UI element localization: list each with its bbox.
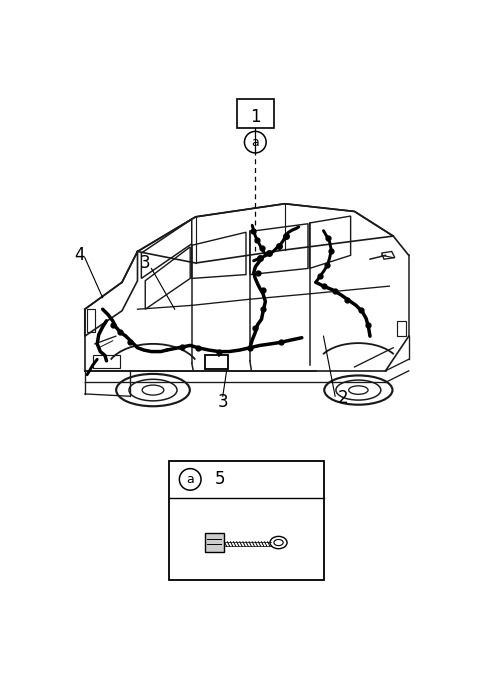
- Text: 5: 5: [215, 471, 226, 488]
- Text: 3: 3: [217, 393, 228, 410]
- Text: a: a: [252, 135, 259, 148]
- Text: 3: 3: [140, 254, 151, 272]
- Text: 1: 1: [250, 108, 261, 126]
- FancyBboxPatch shape: [168, 461, 324, 580]
- Text: a: a: [186, 473, 194, 486]
- Text: 2: 2: [337, 389, 348, 407]
- FancyBboxPatch shape: [205, 534, 224, 552]
- Text: 4: 4: [74, 246, 84, 264]
